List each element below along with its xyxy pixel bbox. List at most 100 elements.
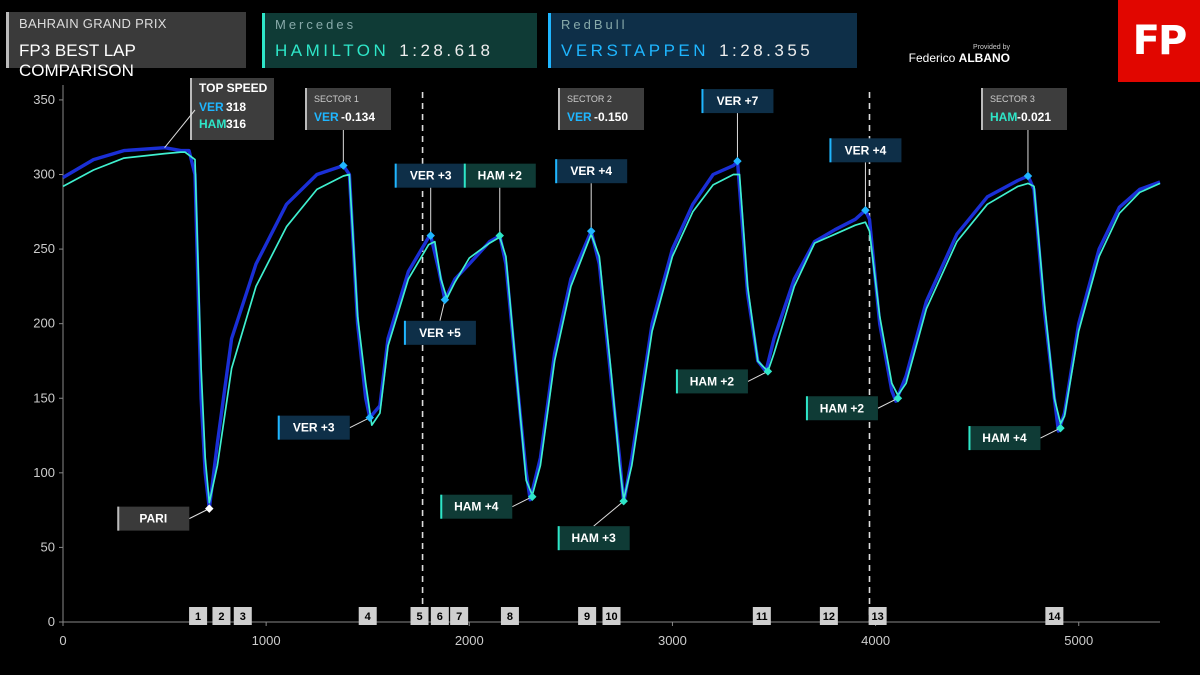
callout-box bbox=[829, 138, 902, 163]
callout-box bbox=[701, 89, 774, 114]
x-tick-label: 0 bbox=[59, 633, 66, 648]
corner-box bbox=[868, 607, 887, 625]
info-box bbox=[190, 78, 274, 140]
callout-accent bbox=[463, 163, 466, 188]
credit-by: Provided by bbox=[973, 44, 1010, 51]
callout-box bbox=[805, 396, 878, 421]
callout-label: PARI bbox=[139, 512, 167, 526]
x-tick-label: 4000 bbox=[861, 633, 890, 648]
corner-number: 8 bbox=[507, 611, 513, 623]
corner-number: 1 bbox=[195, 611, 201, 623]
callout-marker bbox=[495, 231, 505, 240]
event-box: BAHRAIN GRAND PRIX FP3 BEST LAP COMPARIS… bbox=[6, 12, 246, 80]
callout-accent bbox=[394, 163, 397, 188]
corner-box bbox=[450, 607, 469, 625]
callout-label: VER +7 bbox=[717, 94, 759, 108]
y-tick-label: 0 bbox=[48, 614, 55, 629]
callout-accent bbox=[440, 494, 443, 519]
callout-leader bbox=[189, 508, 210, 520]
callout-label: HAM +4 bbox=[454, 500, 499, 514]
callout-leader bbox=[747, 370, 769, 382]
callout-box bbox=[440, 494, 513, 519]
callout-accent bbox=[555, 159, 558, 184]
info-accent bbox=[305, 88, 307, 130]
top-speed-leader bbox=[164, 109, 196, 148]
info-box bbox=[305, 88, 391, 130]
corner-number: 2 bbox=[218, 611, 224, 623]
verstappen-laptime: 1:28.355 bbox=[719, 41, 814, 60]
corner-box bbox=[578, 607, 597, 625]
corner-number: 7 bbox=[456, 611, 462, 623]
corner-box bbox=[430, 607, 449, 625]
redbull-box: RedBull VERSTAPPEN 1:28.355 bbox=[548, 13, 857, 68]
y-tick-label: 300 bbox=[33, 167, 55, 182]
corner-box bbox=[500, 607, 519, 625]
callout-leader bbox=[349, 417, 370, 429]
corner-box bbox=[212, 607, 231, 625]
info-value: 318 bbox=[226, 100, 246, 114]
credit: Provided by Federico ALBANO bbox=[900, 44, 1010, 65]
hamilton-name: HAMILTON bbox=[275, 41, 390, 60]
y-tick-label: 100 bbox=[33, 465, 55, 480]
callout-accent bbox=[805, 396, 808, 421]
corner-number: 6 bbox=[437, 611, 443, 623]
y-tick-label: 250 bbox=[33, 241, 55, 256]
callout-accent bbox=[968, 426, 971, 451]
info-driver: VER bbox=[314, 110, 339, 124]
credit-last: ALBANO bbox=[958, 51, 1010, 65]
y-tick-label: 50 bbox=[41, 539, 55, 554]
callout-marker bbox=[205, 504, 214, 513]
callout-marker bbox=[339, 161, 348, 170]
corner-number: 5 bbox=[416, 611, 422, 623]
callout-marker bbox=[365, 413, 374, 422]
event-title: BAHRAIN GRAND PRIX bbox=[19, 16, 167, 31]
corner-number: 11 bbox=[756, 611, 768, 623]
callout-leader bbox=[593, 500, 625, 527]
series-line-ver bbox=[62, 146, 1161, 511]
callout-box bbox=[117, 506, 190, 531]
corner-box bbox=[189, 607, 208, 625]
callout-label: HAM +2 bbox=[478, 169, 523, 183]
info-title: TOP SPEED bbox=[199, 81, 268, 95]
info-driver: HAM bbox=[199, 117, 226, 131]
mercedes-team-label: Mercedes bbox=[275, 17, 357, 32]
callout-box bbox=[968, 426, 1041, 451]
info-title: SECTOR 1 bbox=[314, 94, 359, 104]
corner-box bbox=[358, 607, 377, 625]
callout-label: VER +5 bbox=[419, 326, 461, 340]
callout-label: VER +4 bbox=[845, 143, 887, 157]
callout-box bbox=[555, 159, 628, 184]
callout-marker bbox=[426, 231, 435, 240]
callout-marker bbox=[528, 492, 537, 501]
x-tick-label: 3000 bbox=[658, 633, 687, 648]
info-accent bbox=[981, 88, 983, 130]
callout-label: HAM +2 bbox=[690, 374, 735, 388]
callout-accent bbox=[675, 369, 678, 394]
y-tick-label: 150 bbox=[33, 390, 55, 405]
callout-box bbox=[675, 369, 748, 394]
callout-box bbox=[463, 163, 536, 188]
corner-number: 4 bbox=[365, 611, 372, 623]
hamilton-laptime: 1:28.618 bbox=[399, 41, 494, 60]
callout-accent bbox=[277, 415, 280, 440]
callout-label: VER +4 bbox=[570, 164, 612, 178]
callout-label: VER +3 bbox=[293, 421, 335, 435]
corner-number: 10 bbox=[605, 611, 617, 623]
corner-number: 3 bbox=[240, 611, 246, 623]
credit-first: Federico bbox=[908, 51, 956, 65]
callout-leader bbox=[877, 397, 899, 409]
callout-accent bbox=[557, 526, 560, 551]
info-value: -0.021 bbox=[1017, 110, 1051, 124]
fp-logo: FP bbox=[1118, 0, 1200, 82]
corner-box bbox=[752, 607, 771, 625]
callout-label: HAM +4 bbox=[982, 431, 1027, 445]
info-value: 316 bbox=[226, 117, 246, 131]
redbull-team-label: RedBull bbox=[561, 17, 628, 32]
info-value: -0.134 bbox=[341, 110, 375, 124]
callout-accent bbox=[701, 89, 704, 114]
callout-leader bbox=[439, 299, 446, 321]
callout-accent bbox=[117, 506, 120, 531]
info-driver: VER bbox=[567, 110, 592, 124]
info-accent bbox=[190, 78, 192, 140]
